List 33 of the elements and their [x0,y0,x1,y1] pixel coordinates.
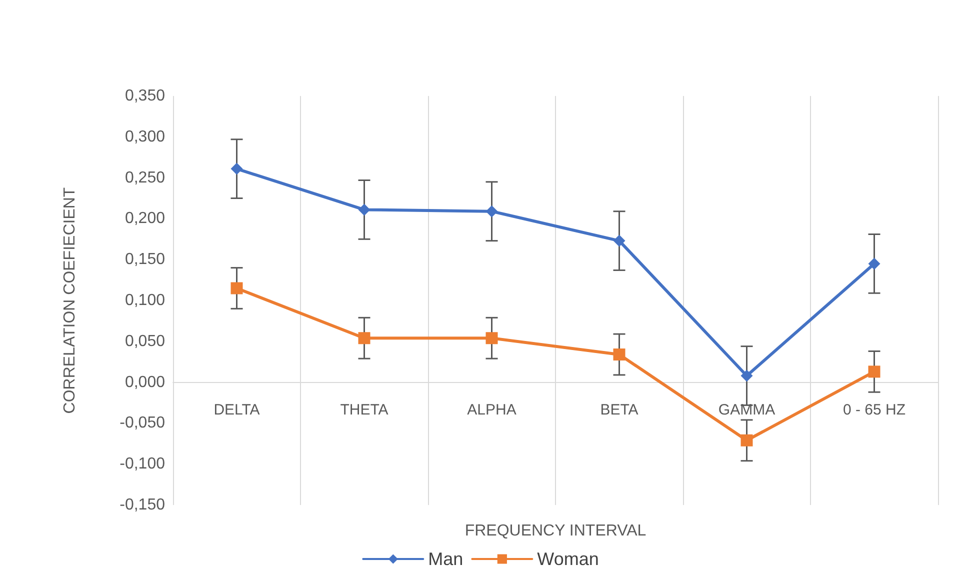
y-tick-label: 0,300 [124,128,166,146]
y-axis-title: CORRELATION COEFIECIENT [62,187,78,414]
y-tick-label: -0,150 [120,496,166,514]
point [486,205,498,218]
legend-label: Man [428,549,464,569]
y-tick-label: 0,200 [124,210,166,228]
x-tick-label: DELTA [214,401,260,418]
y-tick-label: 0,350 [124,88,166,104]
point [358,332,370,344]
x-tick-label: GAMMA [718,401,776,418]
point [613,348,626,360]
legend-label: Woman [537,549,599,569]
point [230,162,243,175]
point [358,204,370,216]
y-tick-label: -0,100 [120,456,166,473]
x-tick-label: 0 - 65 HZ [842,401,906,418]
point [868,258,880,270]
x-axis-title: FREQUENCY INTERVAL [464,522,646,540]
x-tick-label: THETA [340,401,388,418]
point [486,332,498,344]
point [868,366,880,378]
y-tick-label: -0,050 [120,414,166,432]
y-tick-label: 0,000 [124,374,166,391]
y-tick-label: 0,250 [124,169,166,186]
y-tick-label: 0,150 [124,251,166,268]
y-tick-label: 0,050 [124,332,166,350]
x-tick-label: BETA [600,401,638,418]
point [740,370,753,382]
point [230,282,243,294]
y-tick-label: 0,100 [124,292,166,309]
point [613,234,626,247]
point [740,434,753,446]
x-tick-label: ALPHA [467,401,516,418]
